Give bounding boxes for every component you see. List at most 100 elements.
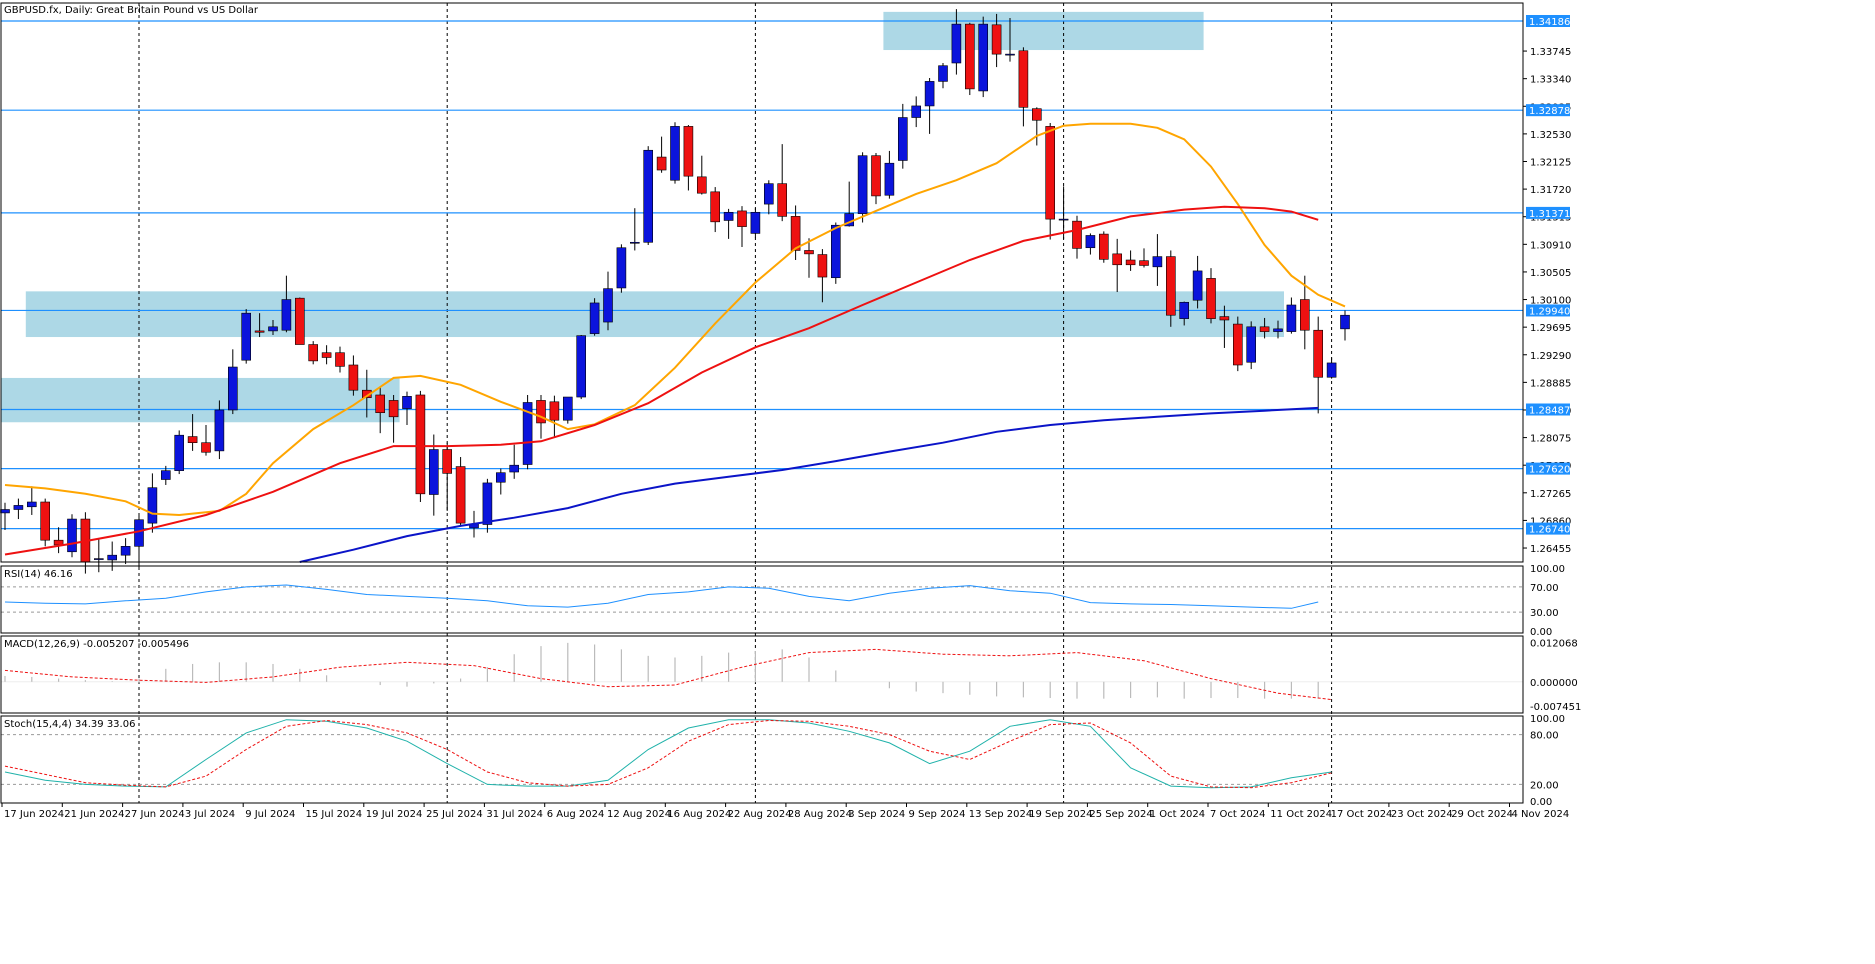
moving-averages-layer [4, 122, 1346, 563]
candle-body-10 [134, 519, 144, 547]
candle-body-32 [428, 449, 439, 495]
level-tag-bg-6 [1526, 522, 1570, 535]
candle-body-40 [536, 400, 546, 424]
level-tag-bg-1 [1526, 104, 1570, 117]
x-label-8: 31 Jul 2024 [486, 809, 543, 820]
axis-layer: 1.337451.333401.329351.325301.321251.317… [1, 14, 1581, 820]
candle-body-100 [1340, 314, 1350, 330]
candle-body-29 [388, 400, 399, 418]
candle-body-53 [710, 191, 721, 223]
candle-body-1 [13, 505, 24, 510]
candle-body-96 [1286, 304, 1297, 332]
candle-body-37 [495, 472, 506, 483]
candle-body-17 [228, 366, 238, 411]
candle-body-59 [790, 216, 801, 251]
candle-body-97 [1300, 299, 1310, 331]
x-label-4: 9 Jul 2024 [245, 809, 295, 820]
price-tick-14: 1.28885 [1530, 378, 1571, 389]
candle-body-46 [616, 247, 627, 289]
panel-frame-0 [0, 2, 1524, 563]
x-label-9: 6 Aug 2024 [547, 809, 605, 820]
candle-body-95 [1273, 328, 1283, 332]
candle-body-85 [1139, 260, 1149, 266]
candle-body-62 [830, 224, 841, 279]
level-tag-6: 1.26740 [1529, 525, 1570, 536]
candle-body-69 [924, 81, 935, 107]
candle-body-2 [26, 501, 37, 508]
candle-body-51 [683, 126, 694, 177]
candle-body-26 [348, 364, 359, 391]
x-label-23: 23 Oct 2024 [1391, 809, 1453, 820]
x-label-13: 28 Aug 2024 [788, 809, 852, 820]
panel-0-tick-2: 30.00 [1530, 608, 1559, 619]
x-label-3: 3 Jul 2024 [185, 809, 235, 820]
candle-body-30 [402, 396, 412, 409]
stoch-signal-line [4, 719, 1332, 789]
candle-body-38 [509, 464, 520, 473]
level-tag-1: 1.32878 [1529, 106, 1570, 117]
price-tick-2: 1.33340 [1530, 75, 1571, 86]
chart-title: GBPUSD.fx, Daily: Great Britain Pound vs… [4, 5, 259, 16]
panel-frame-3 [0, 715, 1524, 804]
level-tag-bg-3 [1526, 304, 1570, 317]
candle-body-83 [1112, 253, 1122, 266]
candle-body-81 [1085, 235, 1096, 249]
x-label-10: 12 Aug 2024 [607, 809, 671, 820]
panel-frame-1 [0, 565, 1524, 634]
candle-body-21 [281, 299, 292, 331]
candle-body-74 [991, 24, 1002, 55]
panel-1-tick-0: 0.012068 [1530, 639, 1578, 650]
candle-body-73 [978, 23, 989, 92]
macd-panel: MACD(12,26,9) -0.005207 -0.005496 [1, 639, 1523, 701]
frame-layer [0, 2, 1524, 804]
level-tag-4: 1.28487 [1529, 406, 1570, 417]
candle-body-33 [442, 449, 453, 474]
x-label-12: 22 Aug 2024 [728, 809, 792, 820]
stochastic-panel: Stoch(15,4,4) 34.39 33.06 [1, 719, 1523, 789]
candle-body-18 [241, 312, 251, 361]
candle-body-54 [723, 211, 734, 221]
candle-body-25 [335, 352, 345, 367]
moving-average-0 [4, 122, 1346, 517]
candle-body-64 [857, 155, 868, 214]
candle-body-4 [53, 539, 64, 546]
panel-1-tick-1: 0.000000 [1530, 678, 1578, 689]
candle-body-91 [1219, 316, 1230, 321]
candle-body-15 [201, 442, 211, 453]
price-tick-13: 1.29290 [1530, 351, 1571, 362]
level-tag-bg-0 [1526, 14, 1570, 27]
candle-body-76 [1018, 50, 1029, 108]
candle-body-80 [1072, 220, 1082, 249]
candle-body-78 [1045, 126, 1055, 220]
x-label-5: 15 Jul 2024 [306, 809, 363, 820]
candle-body-5 [67, 518, 77, 553]
price-tick-16: 1.28075 [1530, 434, 1571, 445]
panel-1-tick-2: -0.007451 [1530, 702, 1581, 713]
moving-average-1 [4, 205, 1319, 556]
x-label-1: 21 Jun 2024 [64, 809, 124, 820]
x-label-22: 17 Oct 2024 [1331, 809, 1393, 820]
stoch-label: Stoch(15,4,4) 34.39 33.06 [4, 719, 135, 730]
x-label-17: 19 Sep 2024 [1029, 809, 1092, 820]
x-label-20: 7 Oct 2024 [1210, 809, 1265, 820]
candle-body-19 [254, 330, 265, 333]
candle-body-44 [589, 302, 600, 334]
level-tag-2: 1.31371 [1529, 209, 1570, 220]
candle-body-8 [107, 554, 117, 561]
candle-body-56 [750, 211, 761, 234]
rsi-label: RSI(14) 46.16 [4, 569, 73, 580]
candle-body-58 [777, 183, 788, 217]
price-tick-9: 1.30505 [1530, 268, 1571, 279]
x-label-18: 25 Sep 2024 [1089, 809, 1152, 820]
candle-body-50 [670, 126, 680, 181]
candle-body-9 [120, 546, 131, 556]
price-tick-4: 1.32530 [1530, 130, 1571, 141]
candle-body-71 [951, 23, 962, 64]
x-label-15: 9 Sep 2024 [909, 809, 966, 820]
moving-average-2 [299, 406, 1319, 563]
rsi-panel: RSI(14) 46.16 [1, 569, 1523, 613]
rsi-line [4, 584, 1319, 609]
price-tick-19: 1.26860 [1530, 516, 1571, 527]
price-tick-10: 1.30100 [1530, 296, 1571, 307]
